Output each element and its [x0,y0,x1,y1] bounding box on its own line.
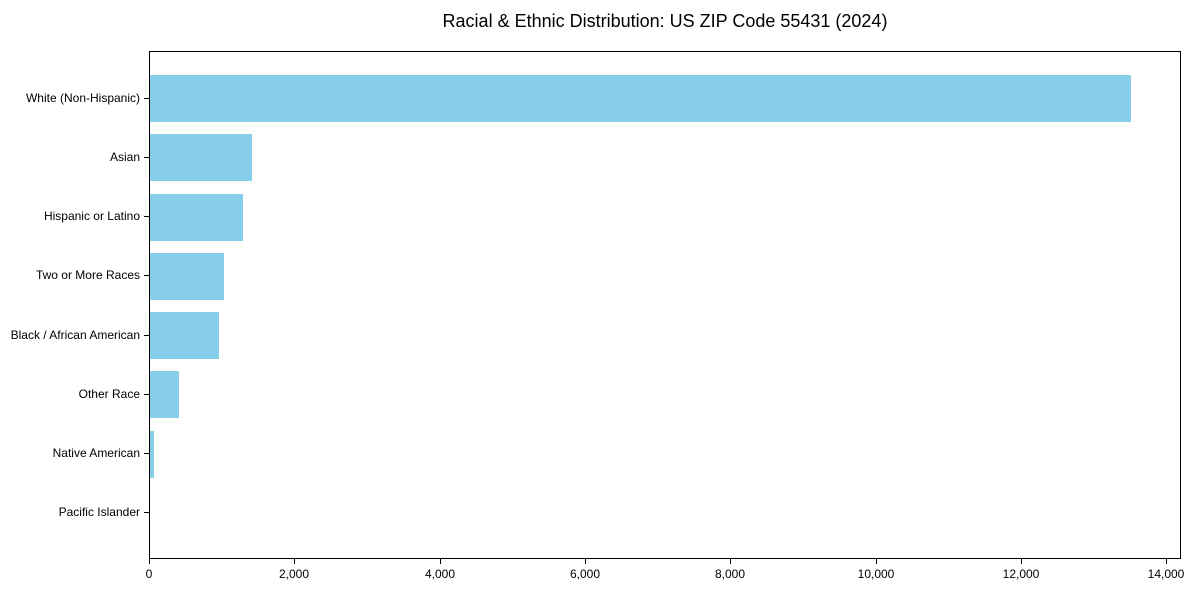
x-tick-mark [440,559,441,564]
bar-hispanic-or-latino [150,193,243,241]
y-tick-mark [144,394,149,395]
x-tick-mark [585,559,586,564]
x-tick-mark [294,559,295,564]
bar-black-african-american [150,312,219,360]
x-tick-mark [1166,559,1167,564]
x-tick-label: 10,000 [857,567,895,581]
bar-native-american [150,430,154,478]
y-tick-mark [144,157,149,158]
x-tick-mark [730,559,731,564]
y-tick-mark [144,335,149,336]
x-tick-label: 4,000 [424,567,456,581]
y-tick-label: White (Non-Hispanic) [25,91,140,105]
y-tick-mark [144,512,149,513]
x-tick-label: 14,000 [1147,567,1185,581]
x-tick-label: 8,000 [714,567,746,581]
y-tick-label: Black / African American [10,328,140,342]
bar-two-or-more-races [150,252,224,300]
chart-title: Racial & Ethnic Distribution: US ZIP Cod… [442,11,888,31]
bar-other-race [150,371,179,419]
x-tick-label: 2,000 [278,567,310,581]
x-tick-mark [876,559,877,564]
x-tick-label: 0 [145,567,153,581]
y-tick-mark [144,98,149,99]
y-tick-label: Asian [109,150,140,164]
bar-white-non-hispanic [150,75,1131,123]
x-tick-mark [149,559,150,564]
x-tick-label: 6,000 [569,567,601,581]
y-tick-label: Native American [52,446,140,460]
y-tick-label: Other Race [78,387,140,401]
y-tick-label: Hispanic or Latino [43,209,140,223]
plot-area [149,51,1181,559]
y-tick-mark [144,453,149,454]
y-tick-label: Pacific Islander [58,505,140,519]
y-tick-mark [144,216,149,217]
x-tick-label: 12,000 [1002,567,1040,581]
y-tick-mark [144,275,149,276]
bar-asian [150,134,252,182]
y-tick-label: Two or More Races [35,268,140,282]
x-tick-mark [1021,559,1022,564]
